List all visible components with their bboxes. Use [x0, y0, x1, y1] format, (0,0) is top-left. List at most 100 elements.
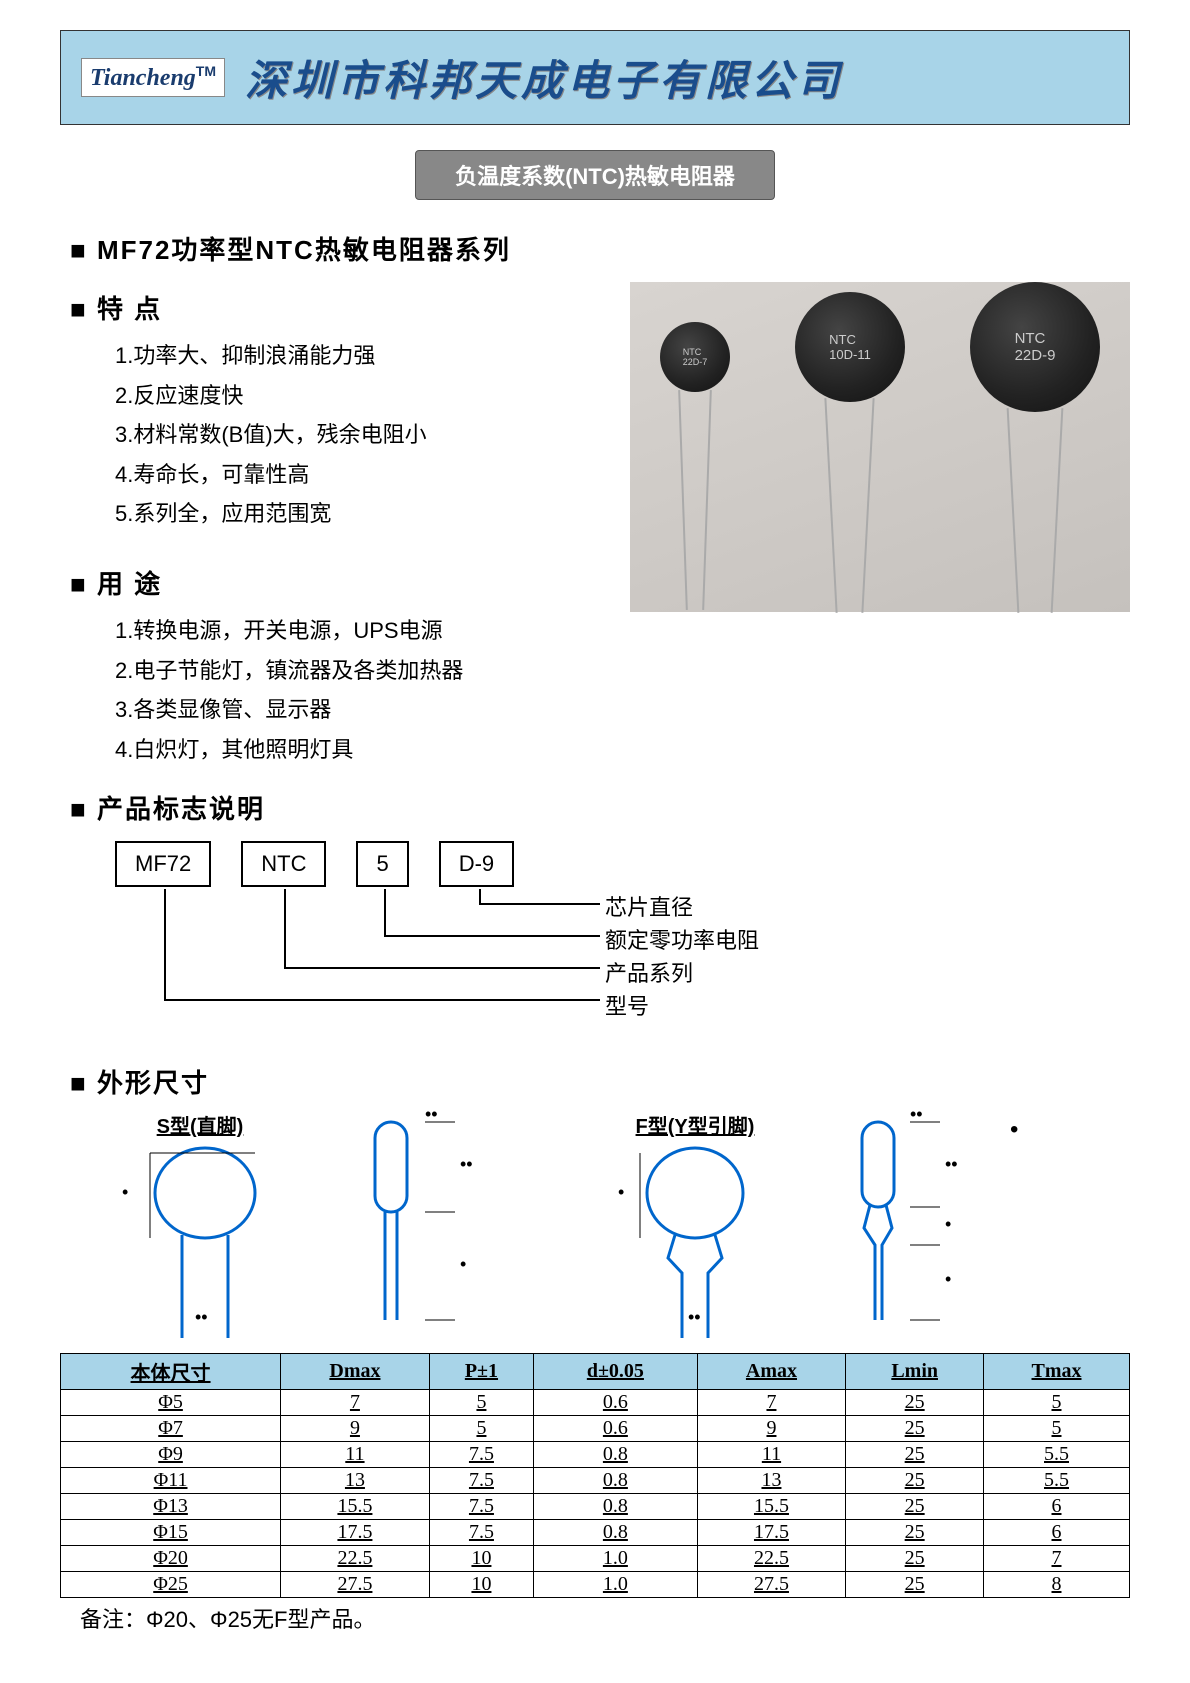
features-list: 1.功率大、抑制浪涌能力强 2.反应速度快 3.材料常数(B值)大，残余电阻小 …	[115, 336, 630, 534]
table-cell: 9	[697, 1416, 846, 1442]
table-row: Φ7950.69255	[61, 1416, 1130, 1442]
table-cell: 25	[846, 1494, 984, 1520]
table-cell: 25	[846, 1416, 984, 1442]
s-type-front: • ••	[110, 1143, 290, 1343]
feature-item: 4.寿命长，可靠性高	[115, 455, 630, 495]
table-cell: 1.0	[534, 1572, 698, 1598]
table-cell: 27.5	[281, 1572, 430, 1598]
use-item: 4.白炽灯，其他照明灯具	[115, 730, 630, 770]
table-row: Φ1315.57.50.815.5256	[61, 1494, 1130, 1520]
use-item: 3.各类显像管、显示器	[115, 690, 630, 730]
table-cell: 0.8	[534, 1442, 698, 1468]
series-heading: MF72功率型NTC热敏电阻器系列	[70, 230, 1130, 267]
table-cell: 10	[429, 1546, 533, 1572]
svg-text:•: •	[945, 1269, 951, 1289]
svg-text:•: •	[460, 1254, 466, 1274]
table-cell: 25	[846, 1546, 984, 1572]
table-cell: 25	[846, 1572, 984, 1598]
table-cell: 5.5	[984, 1442, 1130, 1468]
table-cell: 17.5	[281, 1520, 430, 1546]
marking-label: 额定零功率电阻	[605, 924, 759, 957]
marking-box: NTC	[241, 841, 326, 887]
table-cell: 13	[697, 1468, 846, 1494]
dimensions-heading: 外形尺寸	[70, 1063, 1130, 1100]
product-photo: NTC22D-7 NTC10D-11 NTC22D-9	[630, 282, 1130, 612]
marking-heading: 产品标志说明	[70, 789, 1130, 826]
table-cell: 7.5	[429, 1494, 533, 1520]
f-type-title: F型(Y型引脚)	[610, 1110, 780, 1139]
marking-box: 5	[356, 841, 408, 887]
table-cell: Φ5	[61, 1390, 281, 1416]
table-header: d±0.05	[534, 1354, 698, 1390]
table-header: Tmax	[984, 1354, 1130, 1390]
table-cell: Φ20	[61, 1546, 281, 1572]
table-row: Φ11137.50.813255.5	[61, 1468, 1130, 1494]
table-cell: Φ13	[61, 1494, 281, 1520]
table-cell: 0.6	[534, 1390, 698, 1416]
table-cell: 25	[846, 1468, 984, 1494]
table-cell: 5	[429, 1390, 533, 1416]
table-cell: 5.5	[984, 1468, 1130, 1494]
svg-text:••: ••	[688, 1307, 701, 1327]
table-cell: 25	[846, 1390, 984, 1416]
table-cell: Φ15	[61, 1520, 281, 1546]
svg-text:•: •	[945, 1214, 951, 1234]
header-bar: TianchengTM 深圳市科邦天成电子有限公司	[60, 30, 1130, 125]
table-cell: 1.0	[534, 1546, 698, 1572]
marking-label: 芯片直径	[605, 891, 759, 924]
table-cell: 13	[281, 1468, 430, 1494]
table-cell: 0.6	[534, 1416, 698, 1442]
table-row: Φ9117.50.811255.5	[61, 1442, 1130, 1468]
feature-item: 2.反应速度快	[115, 376, 630, 416]
table-cell: 5	[429, 1416, 533, 1442]
logo-tm: TM	[196, 63, 216, 79]
table-cell: 7	[281, 1390, 430, 1416]
company-name: 深圳市科邦天成电子有限公司	[245, 47, 843, 108]
f-type-front: • ••	[610, 1143, 780, 1343]
svg-text:••: ••	[460, 1154, 473, 1174]
table-cell: 0.8	[534, 1520, 698, 1546]
table-cell: 22.5	[697, 1546, 846, 1572]
table-cell: 0.8	[534, 1494, 698, 1520]
svg-text:•: •	[122, 1182, 128, 1202]
table-cell: 5	[984, 1390, 1130, 1416]
feature-item: 3.材料常数(B值)大，残余电阻小	[115, 415, 630, 455]
table-cell: 6	[984, 1494, 1130, 1520]
marking-box: D-9	[439, 841, 514, 887]
table-row: Φ5750.67255	[61, 1390, 1130, 1416]
uses-heading: 用 途	[70, 564, 630, 601]
table-cell: 15.5	[697, 1494, 846, 1520]
uses-list: 1.转换电源，开关电源，UPS电源 2.电子节能灯，镇流器及各类加热器 3.各类…	[115, 611, 630, 769]
use-item: 1.转换电源，开关电源，UPS电源	[115, 611, 630, 651]
marking-label: 型号	[605, 990, 759, 1023]
s-type-title: S型(直脚)	[110, 1110, 290, 1139]
use-item: 2.电子节能灯，镇流器及各类加热器	[115, 651, 630, 691]
svg-text:•: •	[618, 1182, 624, 1202]
logo-text: Tiancheng	[90, 65, 196, 91]
table-cell: 25	[846, 1442, 984, 1468]
table-cell: 5	[984, 1416, 1130, 1442]
table-row: Φ2527.5101.027.5258	[61, 1572, 1130, 1598]
svg-text:••: ••	[910, 1110, 923, 1124]
table-cell: 10	[429, 1572, 533, 1598]
spec-table: 本体尺寸 Dmax P±1 d±0.05 Amax Lmin Tmax Φ575…	[60, 1353, 1130, 1598]
table-header: Lmin	[846, 1354, 984, 1390]
table-row: Φ1517.57.50.817.5256	[61, 1520, 1130, 1546]
table-cell: 0.8	[534, 1468, 698, 1494]
s-type-side: •• •• •	[330, 1110, 480, 1330]
marking-lines	[115, 889, 605, 1049]
svg-text:••: ••	[425, 1110, 438, 1124]
features-heading: 特 点	[70, 289, 630, 326]
svg-text:••: ••	[195, 1307, 208, 1327]
table-cell: Φ11	[61, 1468, 281, 1494]
table-header: 本体尺寸	[61, 1354, 281, 1390]
table-cell: 22.5	[281, 1546, 430, 1572]
table-cell: 17.5	[697, 1520, 846, 1546]
feature-item: 1.功率大、抑制浪涌能力强	[115, 336, 630, 376]
table-header: Amax	[697, 1354, 846, 1390]
table-header-row: 本体尺寸 Dmax P±1 d±0.05 Amax Lmin Tmax	[61, 1354, 1130, 1390]
marking-label: 产品系列	[605, 957, 759, 990]
f-type-side: •• •• • •	[820, 1110, 970, 1330]
dimension-diagram: S型(直脚) • •• •• •• • F型(Y型引脚)	[110, 1110, 1130, 1343]
table-header: P±1	[429, 1354, 533, 1390]
